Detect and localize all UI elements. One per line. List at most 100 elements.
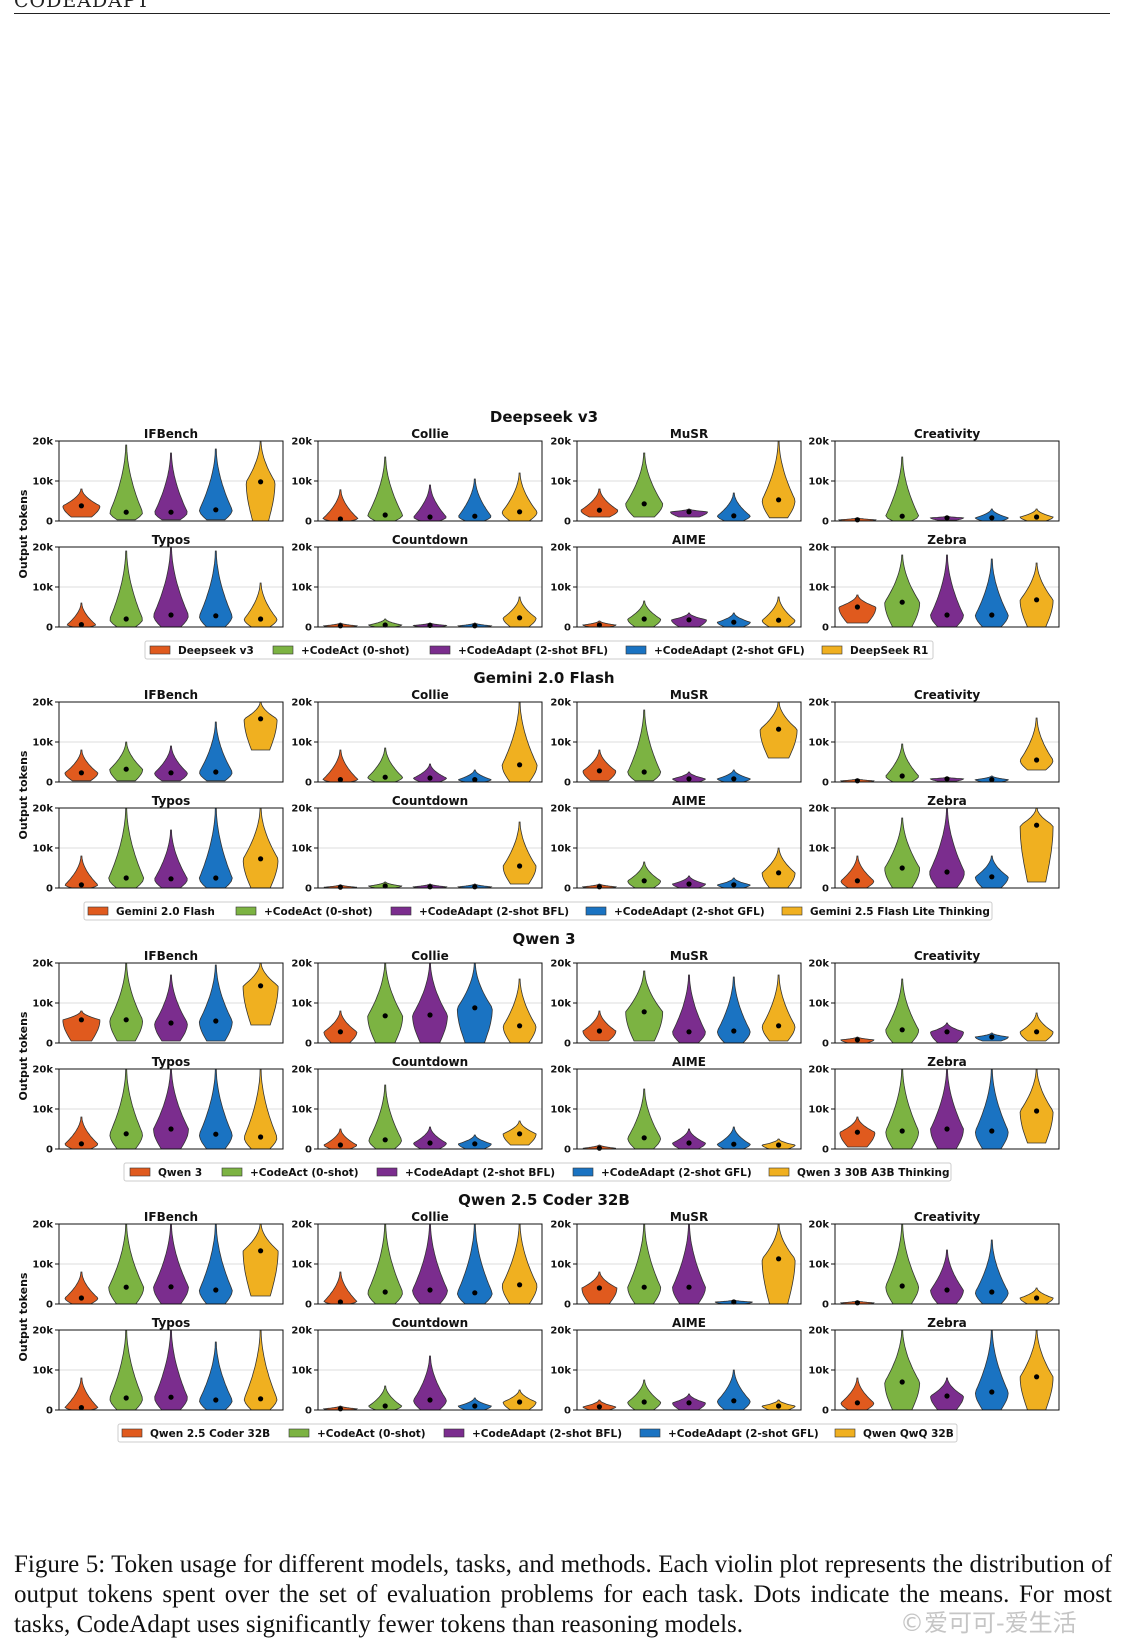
- mean-dot-aime-5: [776, 870, 782, 876]
- mean-dot-typos-3: [168, 612, 174, 618]
- mean-dot-zebra-3: [944, 1393, 950, 1399]
- panel-frame-typos: [58, 1068, 284, 1150]
- panel-title-musr: MuSR: [670, 427, 708, 441]
- panel-frame-musr: [576, 962, 802, 1044]
- violin-ifbench-1: [64, 749, 99, 782]
- mean-dot-collie-2: [382, 1289, 388, 1295]
- violin-musr-4: [716, 976, 751, 1044]
- header-rule: [14, 13, 1110, 14]
- mean-dot-typos-5: [258, 1134, 264, 1140]
- violin-collie-5: [501, 472, 538, 522]
- y-tick-label: 10k: [808, 844, 829, 855]
- panel-title-aime: AIME: [672, 1316, 706, 1330]
- mean-dot-musr-2: [641, 1009, 647, 1015]
- violin-countdown-2: [368, 1385, 403, 1411]
- mean-dot-countdown-5: [517, 1399, 523, 1405]
- mean-dot-creativity-1: [854, 517, 861, 523]
- mean-dot-collie-2: [382, 774, 388, 780]
- mean-dot-musr-1: [596, 1028, 603, 1034]
- violin-ifbench-3: [154, 745, 188, 782]
- legend-swatch-2: [272, 645, 294, 655]
- legend-swatch-3: [376, 1167, 398, 1177]
- y-tick-label: 20k: [32, 959, 53, 970]
- y-tick-label: 0: [46, 517, 53, 528]
- y-tick-label: 10k: [550, 844, 571, 855]
- violin-musr-2: [625, 452, 664, 518]
- violin-zebra-3: [930, 554, 964, 628]
- legend-swatch-4: [585, 906, 607, 916]
- violin-musr-5: [761, 440, 796, 519]
- legend-label-3: +CodeAdapt (2-shot BFL): [405, 1167, 555, 1179]
- mean-dot-collie-1: [337, 516, 343, 522]
- mean-dot-collie-4: [472, 777, 478, 783]
- mean-dot-countdown-4: [472, 1141, 478, 1147]
- violin-ifbench-5: [242, 962, 279, 1026]
- panel-title-ifbench: IFBench: [144, 1210, 198, 1224]
- y-tick-label: 20k: [808, 1220, 829, 1231]
- y-tick-label: 20k: [550, 1326, 571, 1337]
- y-axis-label-qwen-3: Output tokens: [17, 1011, 30, 1100]
- violin-zebra-5: [1019, 562, 1054, 628]
- mean-dot-aime-5: [776, 617, 782, 623]
- mean-dot-collie-5: [517, 1282, 523, 1288]
- y-tick-label: 10k: [550, 477, 571, 488]
- violin-collie-5: [502, 978, 537, 1044]
- mean-dot-aime-1: [596, 1145, 603, 1151]
- violin-aime-2: [627, 861, 662, 889]
- legend-label-3: +CodeAdapt (2-shot BFL): [419, 906, 569, 918]
- mean-dot-ifbench-2: [123, 1284, 129, 1290]
- violin-aime-2: [627, 1379, 662, 1411]
- y-tick-label: 20k: [291, 959, 312, 970]
- violin-collie-1: [322, 749, 359, 783]
- panel-title-musr: MuSR: [670, 1210, 708, 1224]
- y-tick-label: 0: [822, 623, 829, 634]
- panel-title-aime: AIME: [672, 533, 706, 547]
- panel-frame-zebra: [834, 1329, 1060, 1411]
- legend-label-4: +CodeAdapt (2-shot GFL): [654, 645, 805, 657]
- mean-dot-collie-4: [472, 1005, 478, 1011]
- violin-ifbench-5: [242, 1223, 279, 1297]
- mean-dot-creativity-5: [1034, 757, 1040, 763]
- section-title-deepseek-v3: Deepseek v3: [490, 408, 598, 426]
- y-tick-label: 0: [564, 1406, 571, 1417]
- violin-zebra-1: [840, 855, 875, 889]
- violin-typos-3: [154, 829, 188, 889]
- y-tick-label: 20k: [32, 804, 53, 815]
- mean-dot-creativity-2: [899, 1283, 905, 1289]
- mean-dot-musr-5: [776, 1256, 782, 1262]
- mean-dot-zebra-4: [989, 612, 995, 618]
- legend-label-5: Qwen QwQ 32B: [863, 1428, 954, 1440]
- legend-swatch-3: [429, 645, 451, 655]
- y-axis-label-qwen-2-5-coder-32b: Output tokens: [17, 1272, 30, 1361]
- panel-title-countdown: Countdown: [392, 533, 468, 547]
- legend-swatch-5: [781, 906, 803, 916]
- y-tick-label: 10k: [291, 999, 312, 1010]
- violin-countdown-1: [323, 1128, 357, 1150]
- mean-dot-zebra-1: [854, 1129, 861, 1135]
- mean-dot-creativity-2: [899, 773, 905, 779]
- mean-dot-zebra-3: [944, 612, 950, 618]
- y-tick-label: 0: [46, 1406, 53, 1417]
- mean-dot-typos-2: [123, 616, 129, 622]
- panel-frame-creativity: [834, 701, 1060, 783]
- violin-musr-5: [761, 1223, 796, 1305]
- mean-dot-ifbench-3: [168, 509, 174, 515]
- y-axis-label-gemini-2-0-flash: Output tokens: [17, 750, 30, 839]
- y-tick-label: 0: [46, 1300, 53, 1311]
- panel-title-zebra: Zebra: [927, 794, 966, 808]
- mean-dot-typos-3: [168, 1126, 174, 1132]
- mean-dot-musr-2: [641, 1284, 647, 1290]
- mean-dot-musr-1: [596, 1285, 603, 1291]
- panel-title-countdown: Countdown: [392, 794, 468, 808]
- mean-dot-creativity-1: [854, 778, 861, 784]
- mean-dot-countdown-5: [517, 863, 523, 869]
- mean-dot-zebra-2: [899, 599, 905, 605]
- mean-dot-countdown-2: [382, 622, 388, 628]
- mean-dot-zebra-1: [854, 604, 861, 610]
- y-tick-label: 0: [822, 1406, 829, 1417]
- mean-dot-countdown-2: [382, 1403, 388, 1409]
- y-tick-label: 0: [564, 1300, 571, 1311]
- mean-dot-zebra-3: [944, 869, 950, 875]
- violin-countdown-3: [413, 1126, 447, 1150]
- violin-ifbench-4: [199, 721, 233, 782]
